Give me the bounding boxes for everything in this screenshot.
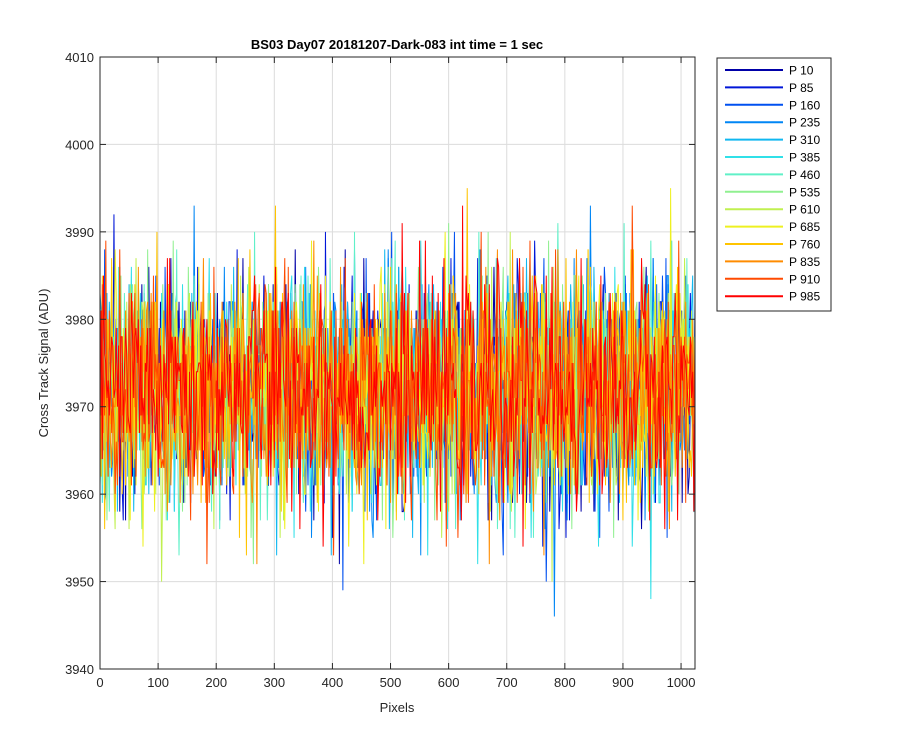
x-tick-label: 900 [612,675,634,690]
legend-label: P 10 [789,64,814,78]
x-tick-label: 100 [147,675,169,690]
legend-item: P 985 [725,290,820,304]
series-line-p910 [99,205,696,565]
x-tick-label: 0 [96,675,103,690]
y-tick-label: 3960 [65,487,94,502]
legend-item: P 460 [725,168,820,182]
plot-frame [99,56,696,670]
legend-label: P 985 [789,290,820,304]
x-axis-ticks: 0 100 200 300 400 500 600 700 800 900 1000 [96,57,696,690]
legend-item: P 160 [725,98,820,112]
legend-item: P 835 [725,255,820,269]
x-tick-label: 600 [438,675,460,690]
legend-label: P 835 [789,255,820,269]
legend-item: P 760 [725,238,820,252]
y-tick-label: 3990 [65,225,94,240]
series-lines [99,188,696,617]
y-tick-label: 3980 [65,312,94,327]
y-tick-label: 3950 [65,575,94,590]
legend-item: P 85 [725,81,814,95]
legend-label: P 85 [789,81,814,95]
x-tick-label: 700 [496,675,518,690]
x-tick-label: 300 [263,675,285,690]
x-tick-label: 400 [322,675,344,690]
legend-item: P 310 [725,133,820,147]
legend-item: P 610 [725,203,820,217]
legend-label: P 910 [789,272,820,286]
y-tick-label: 3940 [65,662,94,677]
y-tick-label: 3970 [65,400,94,415]
y-axis-label: Cross Track Signal (ADU) [36,289,51,438]
legend-label: P 385 [789,151,820,165]
legend-label: P 685 [789,220,820,234]
legend-item: P 685 [725,220,820,234]
legend-label: P 460 [789,168,820,182]
x-axis-label: Pixels [380,700,415,715]
legend-item: P 910 [725,272,820,286]
y-tick-label: 4000 [65,137,94,152]
x-tick-label: 1000 [667,675,696,690]
legend-box [716,57,832,312]
legend-label: P 535 [789,185,820,199]
legend-item: P 535 [725,185,820,199]
y-axis-ticks: 3940 3950 3960 3970 3980 3990 4000 4010 [65,50,695,677]
x-tick-label: 800 [554,675,576,690]
legend: P 10 P 85 P 160 P 235 P 310 P 385 P 460 P 535 P … [716,57,832,312]
legend-item: P 10 [725,64,814,78]
legend-label: P 760 [789,238,820,252]
legend-item: P 235 [725,116,820,130]
legend-label: P 160 [789,98,820,112]
legend-item: P 385 [725,151,820,165]
series-line-p985 [99,205,696,547]
legend-label: P 310 [789,133,820,147]
x-tick-label: 200 [205,675,227,690]
legend-items: P 10 P 85 P 160 P 235 P 310 P 385 P 460 P 535 P … [725,64,820,304]
x-tick-label: 500 [380,675,402,690]
legend-label: P 610 [789,203,820,217]
legend-label: P 235 [789,116,820,130]
chart-title: BS03 Day07 20181207-Dark-083 int time = … [251,37,543,52]
y-tick-label: 4010 [65,50,94,65]
